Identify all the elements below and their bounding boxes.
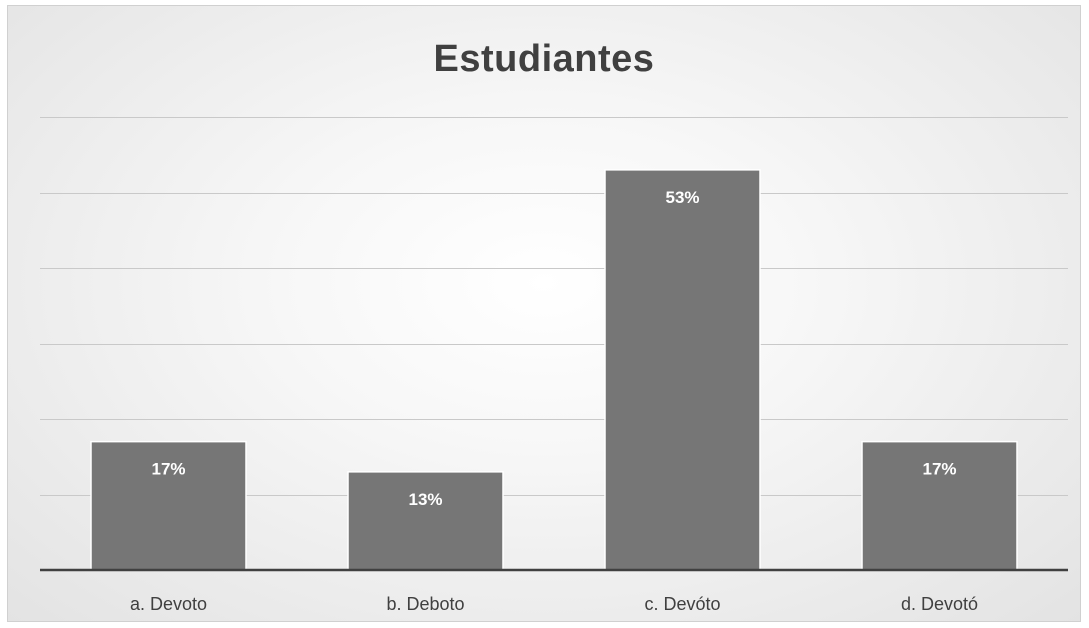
data-label-2: 13% (408, 490, 442, 509)
data-label-1: 17% (151, 460, 185, 479)
bar-2 (347, 471, 504, 571)
category-label-1: a. Devoto (130, 594, 207, 614)
bar-3 (604, 169, 761, 571)
chart-plot: 17% a. Devoto 13% b. Deboto 53% c. Devóto 17% d… (40, 117, 1068, 614)
chart-area: Estudiantes 17% a. Devoto 13% b. Deboto 53% c… (7, 5, 1081, 622)
category-label-2: b. Deboto (386, 594, 464, 614)
data-label-4: 17% (922, 460, 956, 479)
chart-title: Estudiantes (433, 38, 655, 80)
category-label-3: c. Devóto (644, 594, 720, 614)
category-label-4: d. Devotó (901, 594, 978, 614)
bar-1 (90, 440, 247, 571)
data-label-3: 53% (665, 188, 699, 207)
